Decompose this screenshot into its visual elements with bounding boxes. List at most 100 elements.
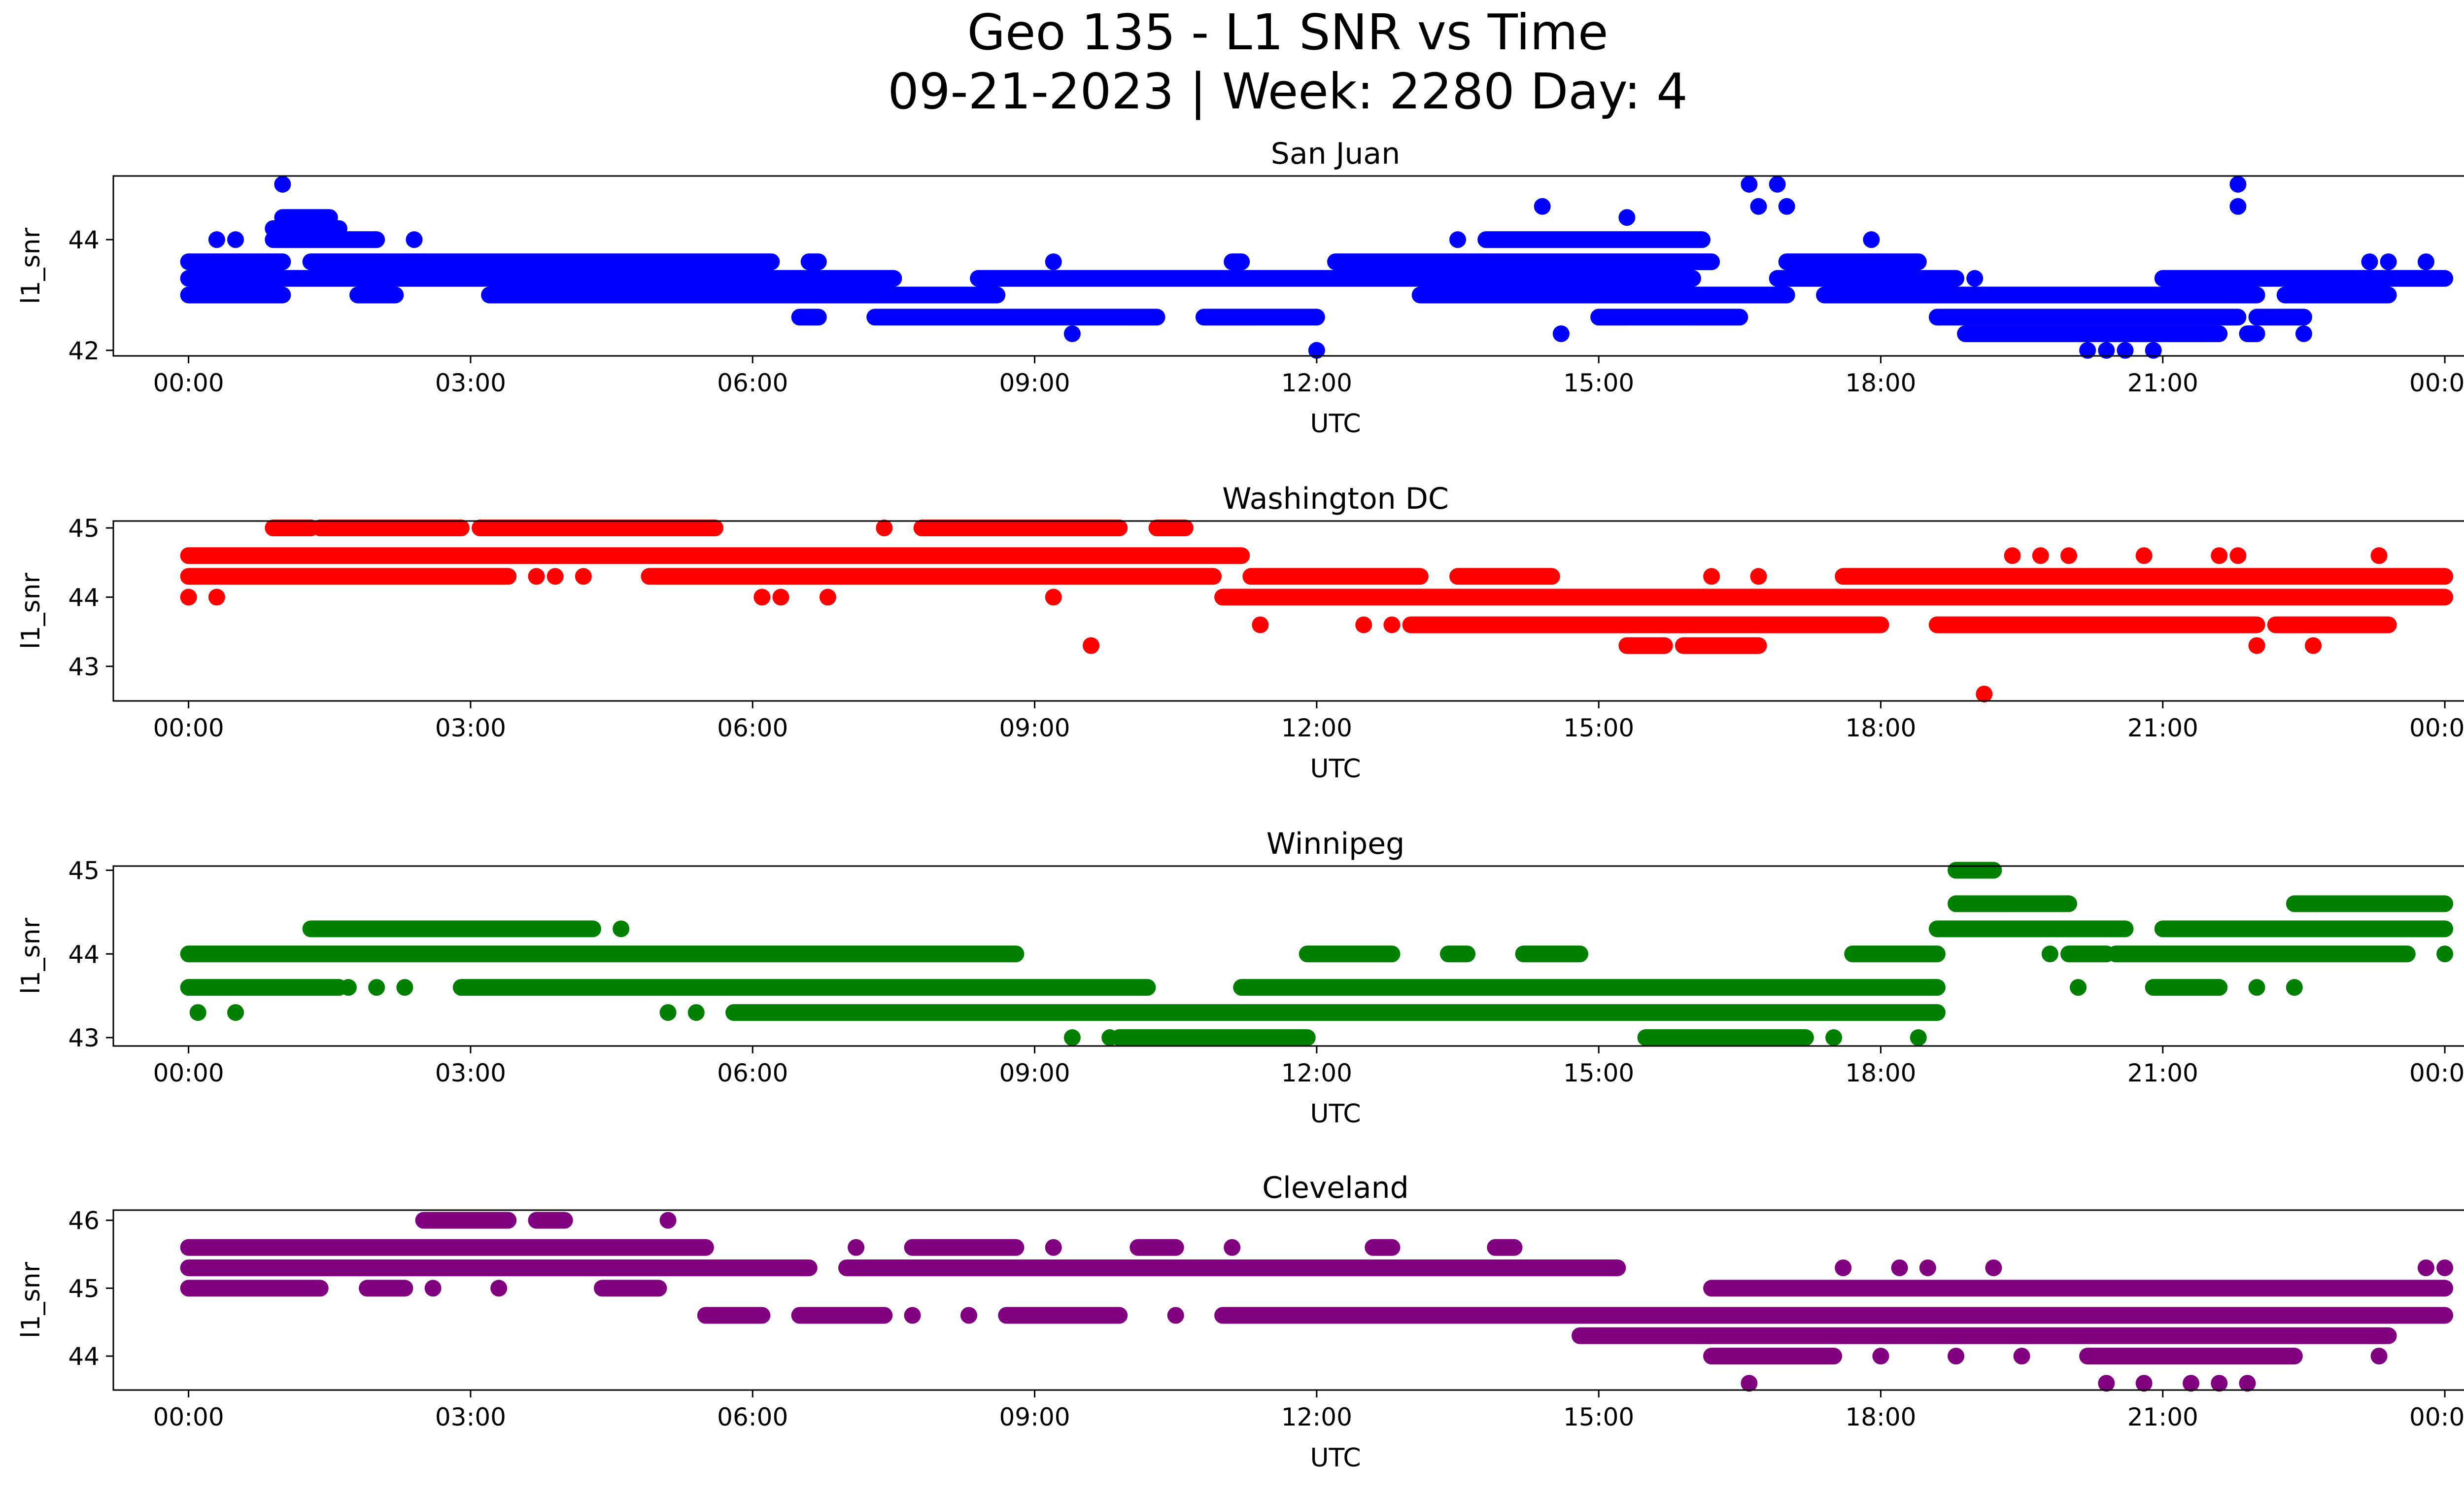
data-point-7 — [1083, 637, 1099, 654]
data-band-0-0 — [265, 520, 319, 537]
data-band-0-1 — [528, 1212, 573, 1229]
data-point-18 — [2145, 342, 2162, 359]
y-tick-label: 46 — [68, 1207, 100, 1235]
data-point-15 — [2079, 342, 2096, 359]
data-band-1-3 — [1365, 1239, 1401, 1256]
data-point-3 — [687, 1004, 705, 1021]
plot-frame — [112, 175, 2464, 357]
data-band-2-3 — [1449, 568, 1560, 585]
y-tick-label: 43 — [68, 1024, 100, 1052]
data-band-3-2 — [1439, 945, 1476, 963]
data-band-3-6 — [2107, 945, 2416, 963]
data-band-5-5 — [2276, 286, 2397, 304]
x-tick-label: 06:00 — [717, 1403, 788, 1431]
data-point-21 — [2361, 253, 2378, 271]
data-band-3-5 — [1327, 253, 1720, 271]
data-point-19 — [2229, 175, 2247, 193]
x-tick-label: 15:00 — [1563, 714, 1634, 742]
data-point-19 — [2060, 547, 2077, 564]
panel-title: Winnipeg — [1266, 827, 1405, 861]
data-band-6-5 — [2248, 309, 2312, 326]
data-band-3-4 — [1844, 945, 1946, 963]
data-band-5-0 — [725, 1004, 1946, 1021]
data-point-17 — [1985, 1259, 2002, 1277]
data-band-5-1 — [1675, 637, 1767, 654]
x-tick-label: 09:00 — [999, 369, 1070, 397]
data-band-6-4 — [1928, 309, 2247, 326]
data-band-5-0 — [1618, 637, 1673, 654]
x-tick-label: 06:00 — [717, 714, 788, 742]
data-band-0-0 — [415, 1212, 517, 1229]
x-tick-label: 12:00 — [1281, 1059, 1352, 1087]
x-tick-label: 12:00 — [1281, 714, 1352, 742]
x-tick-label: 03:00 — [435, 1059, 506, 1087]
data-point-4 — [819, 589, 836, 606]
data-point-8 — [1252, 616, 1269, 633]
x-tick-label: 00:00 — [153, 1059, 224, 1087]
data-band-1-1 — [904, 1239, 1025, 1256]
data-point-18 — [2032, 547, 2049, 564]
data-band-7-0 — [1957, 325, 2228, 343]
data-band-4-3 — [2145, 979, 2228, 996]
data-point-8 — [340, 979, 357, 996]
data-band-4-0 — [180, 979, 347, 996]
x-tick-label: 00:00 — [153, 1403, 224, 1431]
figure-title-line2: 09-21-2023 | Week: 2280 Day: 4 — [888, 63, 1687, 120]
data-point-11 — [2135, 1375, 2153, 1392]
data-band-0-1 — [311, 520, 470, 537]
data-point-24 — [2370, 1348, 2388, 1365]
data-point-20 — [2135, 547, 2153, 564]
data-point-13 — [2248, 979, 2265, 996]
scatter-series-0 — [180, 175, 2454, 359]
data-band-3-2 — [594, 1280, 667, 1297]
data-point-5 — [1045, 589, 1062, 606]
data-point-6 — [876, 520, 893, 537]
data-point-16 — [1976, 685, 1993, 702]
x-axis-label: UTC — [1310, 1099, 1361, 1129]
data-point-6 — [1825, 1029, 1843, 1046]
data-band-3-3 — [1515, 945, 1588, 963]
data-point-22 — [1948, 1348, 1965, 1365]
data-point-21 — [1872, 1348, 1889, 1365]
data-point-16 — [2436, 945, 2454, 963]
data-band-4-2 — [2267, 616, 2397, 633]
data-band-5-0 — [180, 286, 291, 304]
data-point-9 — [368, 979, 385, 996]
x-tick-label: 18:00 — [1845, 714, 1916, 742]
y-tick-label: 45 — [68, 1274, 100, 1303]
data-point-2 — [659, 1004, 677, 1021]
data-band-1-0 — [1948, 895, 2077, 912]
data-band-1-2 — [1129, 1239, 1184, 1256]
data-band-6-0 — [1111, 1029, 1316, 1046]
x-tick-label: 21:00 — [2127, 369, 2198, 397]
data-band-3-2 — [800, 253, 827, 271]
data-point-0 — [180, 589, 197, 606]
data-point-1 — [227, 1004, 244, 1021]
data-point-9 — [1618, 209, 1636, 226]
data-band-3-1 — [302, 253, 780, 271]
plot-frame — [112, 1209, 2464, 1391]
data-point-19 — [2436, 1259, 2454, 1277]
data-point-0 — [659, 1212, 677, 1229]
data-point-11 — [613, 920, 630, 938]
data-point-0 — [208, 231, 225, 248]
data-band-4-1 — [1928, 616, 2265, 633]
data-band-7-1 — [2239, 325, 2265, 343]
data-band-4-2 — [1769, 270, 1965, 287]
panel-1: 00:00 03:00 06:00 09:00 12:00 15:00 18:00 21:00… — [16, 482, 2464, 784]
x-tick-label: 12:00 — [1281, 1403, 1352, 1431]
data-band-5-0 — [1572, 1327, 2397, 1344]
data-point-23 — [2013, 1348, 2030, 1365]
panel-3: 00:00 03:00 06:00 09:00 12:00 15:00 18:00 21:00… — [16, 1171, 2464, 1473]
data-band-3-6 — [1778, 253, 1927, 271]
data-band-0-3 — [913, 520, 1128, 537]
x-tick-label: 09:00 — [999, 714, 1070, 742]
plot-frame — [112, 520, 2464, 702]
data-point-1 — [208, 589, 225, 606]
data-band-3-0 — [180, 1280, 329, 1297]
x-tick-label: 00:00 — [2409, 1403, 2464, 1431]
data-point-8 — [1534, 198, 1551, 215]
data-band-2-0 — [180, 568, 517, 585]
data-band-1-0 — [180, 547, 1250, 564]
data-band-1-4 — [1487, 1239, 1523, 1256]
